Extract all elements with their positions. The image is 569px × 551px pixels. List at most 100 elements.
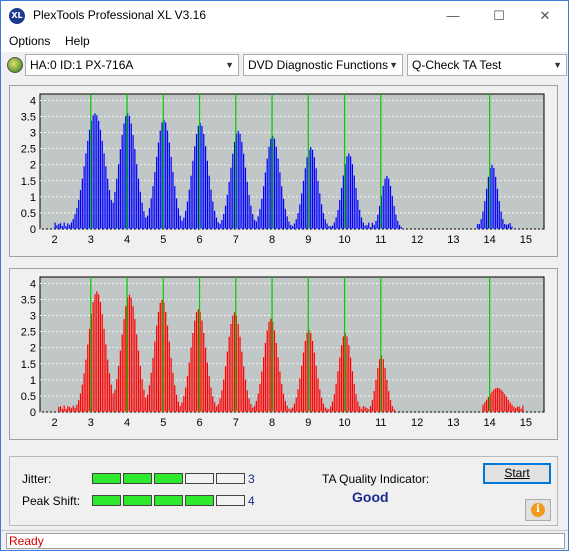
peak-shift-chart-bar [268, 321, 270, 412]
jitter-chart-bar [157, 142, 160, 229]
menu-bar: Options Help [1, 31, 568, 52]
peak-shift-chart-bar [292, 407, 294, 412]
peak-shift-chart-bar [232, 315, 234, 412]
peak-shift-chart-bar [123, 319, 125, 412]
peak-shift-chart-y-tick-label: 1 [30, 375, 36, 387]
jitter-chart-bar [199, 122, 201, 229]
jitter-meter-segment [185, 473, 214, 484]
peak-shift-chart-bar [190, 347, 192, 412]
peak-shift-chart-bar [215, 406, 218, 412]
peak-shift-chart-x-tick-label: 13 [447, 417, 459, 429]
jitter-chart-bar [235, 133, 238, 229]
peak-shift-chart-bar [181, 402, 183, 412]
peak-shift-chart-bar [518, 406, 520, 412]
start-button[interactable]: Start [483, 463, 551, 484]
peak-shift-chart-bar [384, 368, 386, 412]
jitter-chart-bar [54, 222, 56, 229]
minimize-button[interactable]: — [446, 8, 460, 23]
jitter-chart-bar [132, 135, 134, 229]
jitter-chart-bar [384, 178, 386, 229]
jitter-chart-bar [337, 209, 339, 229]
function-select[interactable]: DVD Diagnostic Functions ▼ [243, 54, 403, 76]
peak-shift-chart-bar [304, 340, 306, 412]
jitter-chart-bar [217, 222, 219, 229]
peak-shift-chart-bar [306, 332, 308, 412]
menu-help[interactable]: Help [65, 34, 90, 48]
jitter-chart-bar [76, 207, 78, 229]
peak-shift-chart-bar [110, 384, 112, 412]
peak-shift-chart-bar [246, 390, 248, 412]
peak-shift-chart-bar [117, 365, 120, 412]
peak-shift-chart-bar [340, 345, 343, 412]
peak-shift-chart-bar [208, 376, 210, 412]
peak-shift-chart-bar [333, 394, 335, 412]
jitter-chart-bar [315, 168, 317, 229]
peak-shift-chart-bar [275, 342, 277, 412]
jitter-chart-bar [98, 120, 100, 229]
jitter-chart-bar [94, 113, 96, 229]
jitter-chart-bar [168, 142, 170, 229]
jitter-chart-x-tick-label: 8 [269, 234, 275, 246]
peak-shift-chart-bar [230, 324, 232, 412]
info-icon: i [531, 503, 545, 517]
jitter-chart-x-tick-label: 14 [483, 234, 495, 246]
jitter-chart-bar [368, 222, 370, 229]
peak-shift-chart-bar [194, 320, 196, 412]
jitter-chart-bar [342, 175, 344, 229]
drive-select[interactable]: HA:0 ID:1 PX-716A ▼ [25, 54, 239, 76]
jitter-chart-bar [241, 141, 243, 229]
peak-shift-chart-bar [139, 365, 141, 412]
jitter-chart-bar [163, 119, 165, 229]
peak-shift-chart-bar [353, 383, 355, 412]
jitter-chart-bar [264, 172, 267, 229]
info-button[interactable]: i [525, 499, 551, 521]
jitter-chart-bar [208, 175, 210, 229]
peak-shift-chart-bar [108, 373, 111, 412]
peak-shift-chart-bar [357, 401, 359, 412]
peak-shift-chart-bar [203, 332, 205, 412]
peak-shift-chart-bar [335, 383, 337, 412]
maximize-button[interactable]: ☐ [493, 8, 505, 23]
jitter-chart-bar [179, 215, 181, 229]
close-button[interactable]: ✕ [539, 8, 551, 23]
jitter-chart-bar [286, 216, 288, 229]
peak-shift-chart-bar [170, 357, 172, 412]
jitter-chart-bar [262, 186, 265, 229]
jitter-chart-bar [301, 193, 303, 229]
peak-shift-chart-bar [210, 387, 212, 412]
jitter-chart-bar [127, 113, 129, 229]
jitter-chart-bar [484, 201, 486, 229]
jitter-chart-y-tick-label: 0.5 [21, 208, 36, 220]
peak-shift-chart-bar [96, 291, 98, 412]
jitter-chart-bar [292, 226, 294, 229]
jitter-chart-x-tick-label: 10 [338, 234, 350, 246]
jitter-chart-bar [507, 224, 509, 229]
jitter-chart-bar [239, 133, 241, 229]
peak-shift-chart-bar [264, 342, 267, 412]
peak-shift-chart-y-tick-label: 1.5 [21, 359, 36, 371]
jitter-chart-bar [253, 219, 256, 229]
jitter-chart-bar [386, 175, 388, 229]
peak-shift-chart-bar [103, 328, 105, 412]
jitter-chart-bar [281, 186, 283, 229]
jitter-chart-bar [201, 125, 203, 229]
test-select[interactable]: Q-Check TA Test ▼ [407, 54, 567, 76]
jitter-chart-bar [279, 172, 281, 229]
jitter-chart-bar [380, 195, 383, 229]
drive-select-value: HA:0 ID:1 PX-716A [30, 58, 134, 72]
peak-shift-chart-bar [502, 391, 504, 412]
peak-shift-chart-bar [505, 396, 508, 412]
jitter-chart-bar [56, 225, 58, 229]
menu-options[interactable]: Options [9, 34, 51, 48]
jitter-meter-segment [92, 473, 121, 484]
title-bar[interactable]: XL PlexTools Professional XL V3.16 — ☐ ✕ [1, 1, 568, 31]
peak-shift-meter-segment [185, 495, 214, 506]
jitter-chart-bar [326, 223, 328, 229]
peak-shift-chart-bar [219, 398, 221, 412]
jitter-chart-bar [190, 175, 192, 229]
jitter-chart-bar [204, 146, 207, 229]
peak-shift-chart-bar [514, 408, 517, 412]
peak-shift-chart-y-tick-label: 0.5 [21, 391, 36, 403]
jitter-chart-bar [223, 213, 225, 229]
